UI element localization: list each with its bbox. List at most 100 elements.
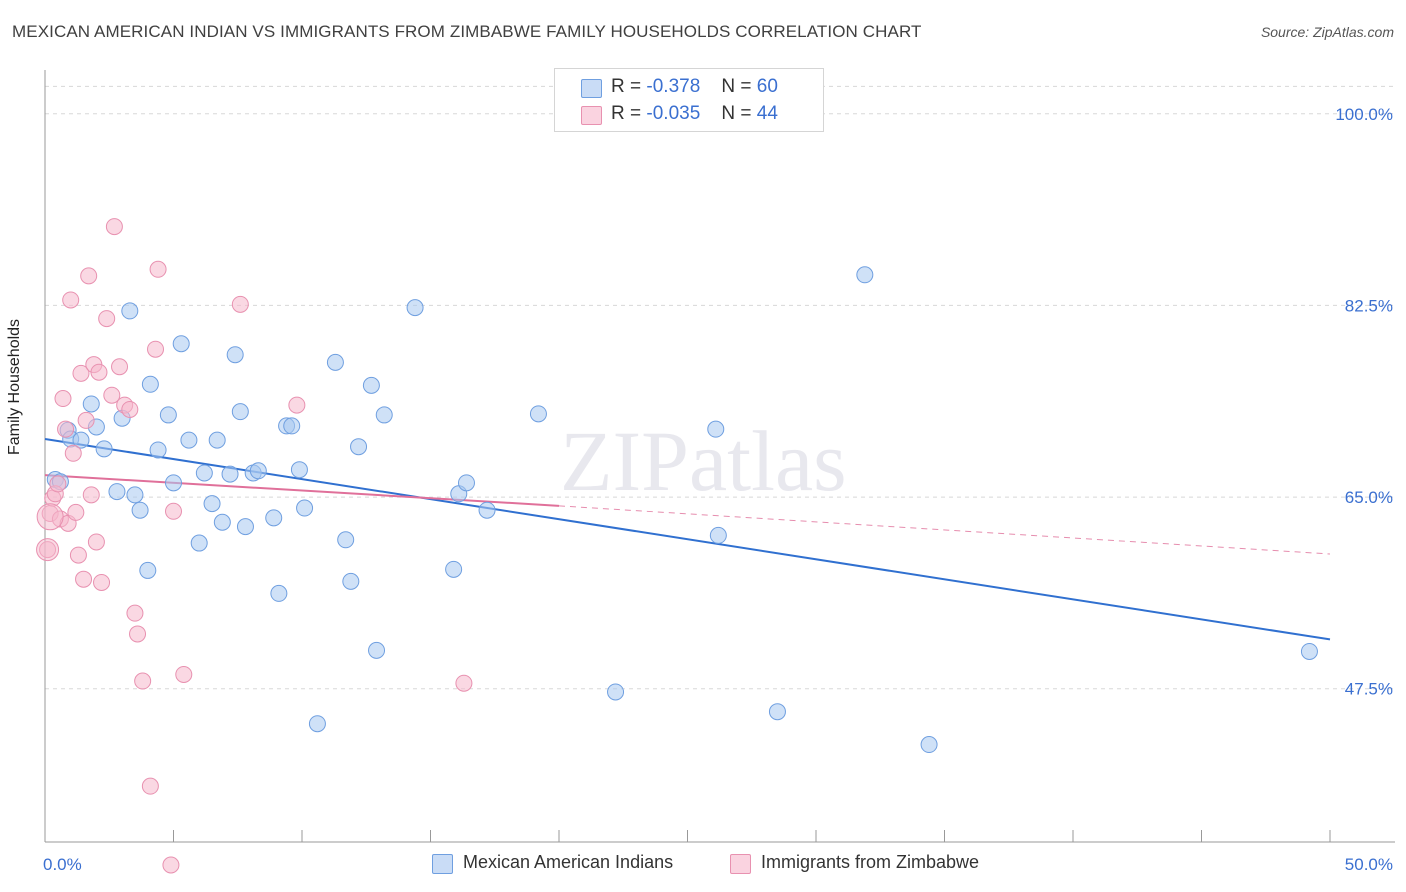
point-immigrants-zimbabwe xyxy=(64,444,82,462)
y-tick-label: 100.0% xyxy=(1335,105,1393,124)
point-immigrants-zimbabwe xyxy=(57,420,75,438)
point-mexican-american-indians xyxy=(131,501,149,519)
x-tick-label: 50.0% xyxy=(1345,855,1393,874)
point-mexican-american-indians xyxy=(265,509,283,527)
r-label: R = xyxy=(611,103,642,124)
point-mexican-american-indians xyxy=(445,560,463,578)
point-mexican-american-indians xyxy=(1300,642,1318,660)
point-mexican-american-indians xyxy=(165,474,182,492)
point-mexican-american-indians xyxy=(290,461,308,479)
point-immigrants-zimbabwe xyxy=(162,856,180,874)
point-mexican-american-indians xyxy=(236,518,254,536)
gridlines xyxy=(45,85,1395,690)
point-mexican-american-indians xyxy=(362,376,380,394)
point-immigrants-zimbabwe xyxy=(75,570,93,588)
n-label: N = xyxy=(721,103,752,124)
point-mexican-american-indians xyxy=(203,495,221,513)
n-value: 60 xyxy=(756,76,778,97)
point-mexican-american-indians xyxy=(208,431,226,449)
point-mexican-american-indians xyxy=(231,403,249,421)
point-mexican-american-indians xyxy=(195,464,213,482)
legend-swatch-blue xyxy=(581,79,602,98)
r-label: R = xyxy=(611,76,642,97)
point-immigrants-zimbabwe xyxy=(455,674,473,692)
point-immigrants-zimbabwe xyxy=(121,400,139,418)
point-immigrants-zimbabwe xyxy=(36,538,60,562)
point-immigrants-zimbabwe xyxy=(93,573,111,591)
point-mexican-american-indians xyxy=(326,353,344,371)
point-mexican-american-indians xyxy=(406,299,424,317)
point-mexican-american-indians xyxy=(149,441,167,459)
point-mexican-american-indians xyxy=(375,406,393,424)
point-mexican-american-indians xyxy=(108,483,126,501)
point-mexican-american-indians xyxy=(159,406,177,424)
point-mexican-american-indians xyxy=(607,683,625,701)
point-immigrants-zimbabwe xyxy=(105,218,123,236)
point-immigrants-zimbabwe xyxy=(80,267,98,285)
point-immigrants-zimbabwe xyxy=(141,777,159,795)
point-immigrants-zimbabwe xyxy=(82,486,100,504)
point-immigrants-zimbabwe xyxy=(103,386,121,404)
point-immigrants-zimbabwe xyxy=(36,503,64,531)
point-mexican-american-indians xyxy=(82,395,100,413)
point-immigrants-zimbabwe xyxy=(134,672,152,690)
point-mexican-american-indians xyxy=(141,375,159,393)
point-immigrants-zimbabwe xyxy=(129,625,147,643)
r-value: -0.378 xyxy=(646,76,701,97)
point-mexican-american-indians xyxy=(95,440,113,458)
point-immigrants-zimbabwe xyxy=(149,260,167,278)
y-tick-label: 65.0% xyxy=(1345,488,1393,507)
r-value: -0.035 xyxy=(646,103,701,124)
legend-swatch-pink xyxy=(581,106,602,125)
point-mexican-american-indians xyxy=(172,335,190,353)
point-mexican-american-indians xyxy=(368,641,386,659)
chart-title: MEXICAN AMERICAN INDIAN VS IMMIGRANTS FR… xyxy=(12,22,922,41)
point-mexican-american-indians xyxy=(180,431,198,449)
point-mexican-american-indians xyxy=(478,501,496,519)
point-mexican-american-indians xyxy=(283,417,301,435)
source-label: Source: ZipAtlas.com xyxy=(1260,24,1394,40)
point-mexican-american-indians xyxy=(709,526,727,544)
legend-label: Mexican American Indians xyxy=(463,852,674,872)
n-label: N = xyxy=(721,76,752,97)
point-immigrants-zimbabwe xyxy=(147,340,165,358)
point-immigrants-zimbabwe xyxy=(90,363,108,381)
point-mexican-american-indians xyxy=(221,465,239,483)
point-immigrants-zimbabwe xyxy=(288,396,306,414)
point-mexican-american-indians xyxy=(920,736,938,754)
watermark: ZIPatlas xyxy=(560,413,847,509)
n-value: 44 xyxy=(756,103,778,124)
y-axis-label: Family Households xyxy=(6,318,23,455)
point-immigrants-zimbabwe xyxy=(67,503,85,521)
point-mexican-american-indians xyxy=(457,474,475,492)
point-immigrants-zimbabwe xyxy=(77,411,95,429)
point-immigrants-zimbabwe xyxy=(54,390,72,408)
point-mexican-american-indians xyxy=(856,266,874,284)
point-immigrants-zimbabwe xyxy=(98,310,116,328)
point-mexican-american-indians xyxy=(270,584,288,602)
data-points xyxy=(36,218,1318,874)
point-mexican-american-indians xyxy=(350,438,368,456)
point-mexican-american-indians xyxy=(707,420,725,438)
point-mexican-american-indians xyxy=(768,703,786,721)
point-mexican-american-indians xyxy=(529,405,547,423)
stats-legend: R = -0.378 N = 60 R = -0.035 N = 44 xyxy=(554,68,824,132)
trend-line-zimbabwe xyxy=(44,474,560,507)
legend-swatch-blue xyxy=(432,854,453,874)
point-mexican-american-indians xyxy=(213,513,231,531)
point-immigrants-zimbabwe xyxy=(126,604,144,622)
point-immigrants-zimbabwe xyxy=(49,475,67,493)
point-mexican-american-indians xyxy=(72,431,90,449)
point-immigrants-zimbabwe xyxy=(165,502,182,520)
point-immigrants-zimbabwe xyxy=(175,665,193,683)
point-mexican-american-indians xyxy=(190,534,208,552)
axes xyxy=(44,70,1395,843)
point-mexican-american-indians xyxy=(308,715,326,733)
point-immigrants-zimbabwe xyxy=(111,358,129,376)
point-mexican-american-indians xyxy=(296,499,314,517)
legend-label: Immigrants from Zimbabwe xyxy=(761,852,980,872)
point-mexican-american-indians xyxy=(126,486,144,504)
point-immigrants-zimbabwe xyxy=(62,291,80,309)
point-immigrants-zimbabwe xyxy=(87,533,105,551)
